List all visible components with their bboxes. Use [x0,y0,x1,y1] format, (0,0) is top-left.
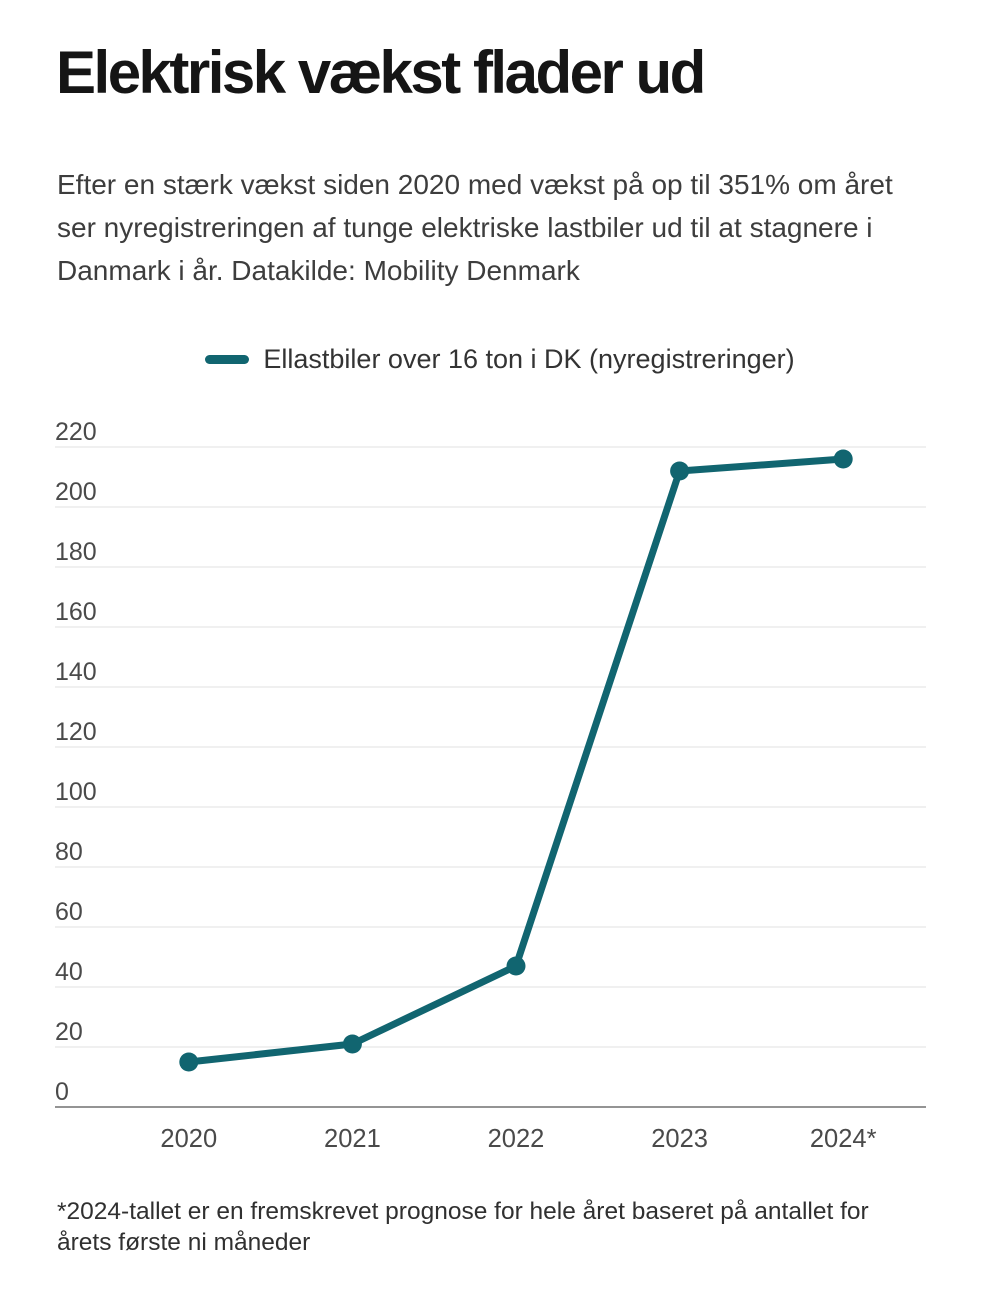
data-point-2020 [179,1052,199,1072]
legend: Ellastbiler over 16 ton i DK (nyregistre… [0,344,1000,375]
gridlines [55,446,926,1108]
legend-line-marker-icon [205,355,250,364]
chart-plot-area: 0 20 40 60 80 100 120 140 160 180 200 220 2020 2021 20… [0,400,1000,1160]
data-point-2022 [506,956,526,976]
footnote: *2024-tallet er en fremskrevet prognose … [57,1198,869,1256]
data-points [179,449,853,1072]
y-axis-labels: 0 20 40 60 80 100 120 140 160 180 200 220 [55,418,97,1106]
y-tick-label: 200 [55,478,97,506]
x-tick-label: 2021 [324,1125,381,1153]
y-tick-label: 100 [55,778,97,806]
data-point-2021 [342,1034,362,1054]
y-tick-label: 180 [55,538,97,566]
chart-description: Efter en stærk vækst siden 2020 med væks… [57,169,893,286]
y-tick-label: 160 [55,598,97,626]
y-tick-label: 80 [55,838,83,866]
y-tick-label: 220 [55,418,97,446]
x-axis-labels: 2020 2021 2022 2023 2024* [160,1125,876,1153]
y-tick-label: 120 [55,718,97,746]
y-tick-label: 60 [55,898,83,926]
chart-title: Elektrisk vækst flader ud [56,39,706,106]
y-tick-label: 20 [55,1018,83,1046]
x-tick-label: 2024* [810,1125,877,1153]
data-point-2024 [833,449,853,469]
y-tick-label: 140 [55,658,97,686]
y-tick-label: 40 [55,958,83,986]
x-tick-label: 2023 [651,1125,708,1153]
y-tick-label: 0 [55,1078,69,1106]
x-tick-label: 2020 [160,1125,217,1153]
x-tick-label: 2022 [488,1125,545,1153]
data-point-2023 [670,461,690,481]
legend-label: Ellastbiler over 16 ton i DK (nyregistre… [263,344,795,374]
